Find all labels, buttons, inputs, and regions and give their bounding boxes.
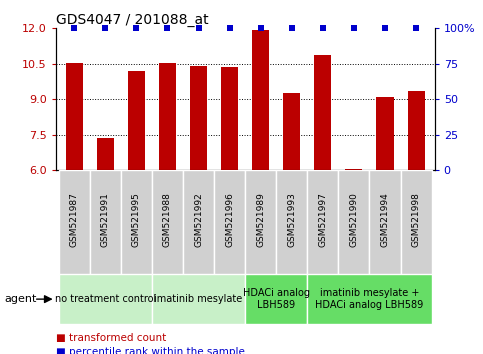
Bar — [58, 274, 152, 324]
Text: GSM521992: GSM521992 — [194, 193, 203, 247]
Bar — [97, 138, 114, 170]
Bar — [128, 71, 145, 170]
Text: GSM521987: GSM521987 — [70, 193, 79, 247]
Text: GSM521990: GSM521990 — [349, 193, 358, 247]
Text: GSM521998: GSM521998 — [412, 193, 421, 247]
Text: GSM521988: GSM521988 — [163, 193, 172, 247]
Text: GSM521991: GSM521991 — [101, 193, 110, 247]
Bar — [339, 170, 369, 274]
Bar — [276, 170, 307, 274]
Bar — [400, 170, 432, 274]
Text: HDACi analog
LBH589: HDACi analog LBH589 — [242, 288, 310, 310]
Text: GSM521996: GSM521996 — [225, 193, 234, 247]
Text: GSM521989: GSM521989 — [256, 193, 265, 247]
Text: GDS4047 / 201088_at: GDS4047 / 201088_at — [56, 13, 208, 27]
Text: imatinib mesylate +
HDACi analog LBH589: imatinib mesylate + HDACi analog LBH589 — [315, 288, 424, 310]
Text: ■ percentile rank within the sample: ■ percentile rank within the sample — [56, 347, 244, 354]
Bar — [159, 63, 176, 170]
Bar — [152, 170, 183, 274]
Bar — [190, 65, 207, 170]
Bar — [408, 91, 425, 170]
Text: GSM521993: GSM521993 — [287, 193, 296, 247]
Bar — [245, 170, 276, 274]
Text: GSM521995: GSM521995 — [132, 193, 141, 247]
Text: no treatment control: no treatment control — [55, 294, 156, 304]
Bar — [307, 274, 432, 324]
Bar — [314, 56, 331, 170]
Bar — [152, 274, 245, 324]
Text: GSM521997: GSM521997 — [318, 193, 327, 247]
Bar — [369, 170, 400, 274]
Bar — [345, 169, 362, 170]
Bar — [245, 274, 307, 324]
Bar — [58, 170, 90, 274]
Bar — [283, 93, 300, 170]
Text: agent: agent — [5, 294, 37, 304]
Bar — [214, 170, 245, 274]
Bar — [221, 67, 238, 170]
Bar — [307, 170, 339, 274]
Bar — [90, 170, 121, 274]
Bar — [252, 29, 269, 170]
Text: imatinib mesylate: imatinib mesylate — [155, 294, 242, 304]
Bar — [183, 170, 214, 274]
Text: GSM521994: GSM521994 — [381, 193, 389, 247]
Bar — [376, 97, 394, 170]
Bar — [121, 170, 152, 274]
Bar — [66, 63, 83, 170]
Text: ■ transformed count: ■ transformed count — [56, 333, 166, 343]
